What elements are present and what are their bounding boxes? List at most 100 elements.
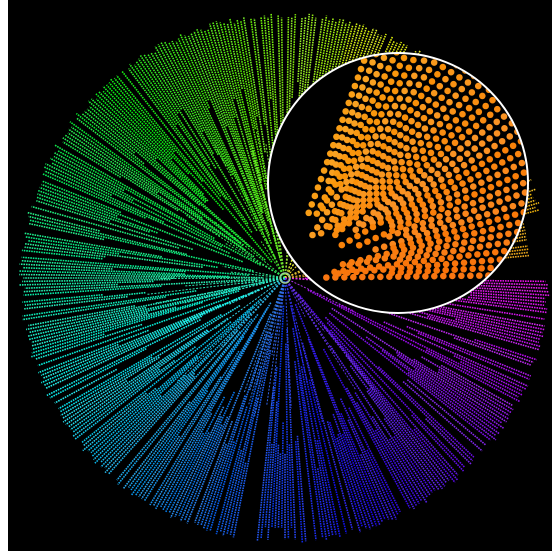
branch bbox=[366, 390, 440, 491]
lens-node bbox=[396, 62, 404, 70]
branch bbox=[223, 23, 263, 181]
branch bbox=[288, 17, 293, 120]
lens-node bbox=[373, 118, 381, 126]
branch bbox=[453, 355, 527, 391]
lens-node bbox=[500, 113, 508, 120]
branch bbox=[45, 163, 112, 196]
branch bbox=[212, 21, 236, 99]
lens-node bbox=[468, 157, 476, 164]
branch bbox=[294, 361, 317, 541]
branch bbox=[470, 294, 546, 303]
lens-node bbox=[436, 82, 444, 90]
lens-node bbox=[381, 117, 389, 125]
lens-node bbox=[419, 225, 427, 233]
lens-node bbox=[359, 221, 367, 228]
branch bbox=[62, 137, 179, 212]
lens-node bbox=[379, 162, 386, 169]
lens-node bbox=[353, 208, 360, 216]
lens-node bbox=[354, 74, 362, 81]
lens-node bbox=[386, 273, 393, 281]
lens-node bbox=[380, 54, 388, 62]
lens-node bbox=[352, 100, 359, 108]
branch bbox=[70, 126, 246, 251]
lens-node bbox=[423, 161, 431, 169]
branch bbox=[28, 222, 105, 241]
lens-node bbox=[402, 259, 410, 267]
branch bbox=[366, 449, 399, 515]
lens-node bbox=[409, 244, 417, 252]
branch bbox=[293, 20, 331, 227]
lens-node bbox=[392, 193, 399, 200]
lens-node bbox=[478, 160, 486, 168]
lens-node bbox=[372, 133, 379, 140]
lens-node bbox=[311, 192, 319, 200]
branch bbox=[60, 304, 241, 417]
lens-node bbox=[345, 117, 353, 125]
lens-node bbox=[449, 108, 457, 115]
lens-node bbox=[417, 139, 425, 147]
lens-node bbox=[361, 113, 368, 121]
lens-node bbox=[399, 200, 407, 207]
lens-node bbox=[366, 190, 374, 198]
lens-node bbox=[431, 272, 438, 280]
lens-node bbox=[374, 140, 382, 148]
branch bbox=[157, 43, 219, 156]
lens-node bbox=[470, 207, 478, 214]
lens-node bbox=[449, 221, 457, 229]
lens-node bbox=[392, 205, 399, 212]
lens-node bbox=[397, 223, 404, 231]
branch bbox=[36, 200, 193, 251]
lens-node bbox=[369, 59, 376, 66]
branch bbox=[460, 360, 523, 392]
lens-node bbox=[366, 196, 374, 203]
branch bbox=[22, 296, 166, 321]
lens-node bbox=[434, 143, 442, 151]
branch bbox=[277, 15, 283, 147]
lens-node bbox=[373, 190, 380, 197]
lens-node bbox=[305, 209, 313, 217]
branch bbox=[438, 368, 512, 414]
lens-node bbox=[415, 190, 422, 198]
branch bbox=[160, 42, 227, 166]
branch bbox=[388, 438, 428, 498]
lens-node bbox=[332, 231, 339, 239]
lens-node bbox=[407, 249, 415, 257]
lens-node bbox=[405, 220, 412, 227]
lens-node bbox=[336, 173, 344, 180]
lens-node bbox=[461, 120, 469, 127]
lens-node bbox=[433, 261, 441, 269]
branch bbox=[51, 162, 223, 248]
lens-node bbox=[506, 133, 514, 140]
lens-node bbox=[403, 144, 410, 152]
lens-node bbox=[395, 273, 402, 280]
branch bbox=[411, 414, 465, 472]
lens-node bbox=[339, 116, 346, 124]
branch bbox=[69, 121, 203, 219]
branch bbox=[226, 23, 243, 90]
lens-node bbox=[495, 180, 503, 187]
lens-node bbox=[471, 145, 478, 152]
lens-node bbox=[455, 174, 462, 181]
branch bbox=[149, 307, 268, 506]
branch bbox=[105, 84, 190, 175]
branch bbox=[31, 312, 149, 344]
lens-node bbox=[404, 273, 411, 280]
lens-node bbox=[487, 264, 494, 272]
lens-node bbox=[555, 130, 560, 137]
branch bbox=[294, 441, 304, 544]
branch bbox=[31, 333, 105, 358]
root-node bbox=[279, 272, 291, 284]
branch bbox=[208, 23, 269, 222]
lens-node bbox=[368, 273, 375, 281]
branch bbox=[175, 41, 264, 231]
lens-node bbox=[465, 104, 473, 112]
lens-node bbox=[503, 239, 510, 246]
branch bbox=[381, 349, 497, 436]
inner-branch bbox=[180, 277, 286, 324]
lens-node bbox=[512, 172, 519, 180]
lens-node bbox=[345, 99, 353, 107]
inner-branch bbox=[176, 277, 286, 382]
lens-node bbox=[384, 164, 392, 172]
lens-node bbox=[354, 111, 362, 119]
lens-node bbox=[402, 124, 410, 132]
